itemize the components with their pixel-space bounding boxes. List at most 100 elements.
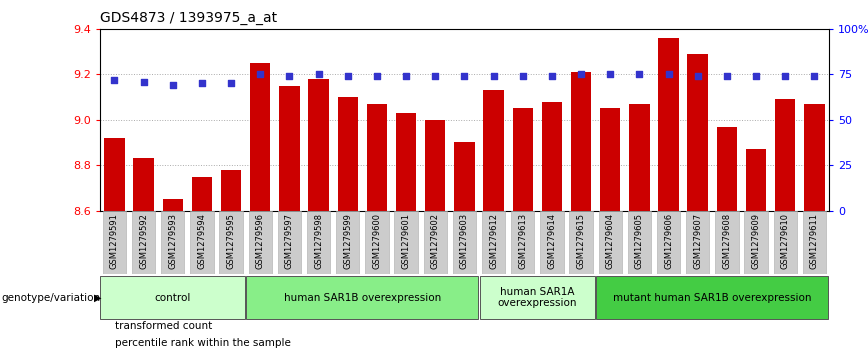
Text: GSM1279614: GSM1279614 xyxy=(548,213,556,269)
Bar xyxy=(542,102,562,211)
Bar xyxy=(365,211,389,274)
Text: GSM1279607: GSM1279607 xyxy=(694,213,702,269)
Text: percentile rank within the sample: percentile rank within the sample xyxy=(115,338,292,348)
Bar xyxy=(425,120,445,211)
Text: GSM1279599: GSM1279599 xyxy=(343,213,352,269)
Text: GSM1279602: GSM1279602 xyxy=(431,213,440,269)
Point xyxy=(487,73,501,79)
Bar xyxy=(102,211,126,274)
Bar xyxy=(717,127,737,211)
Point xyxy=(603,72,617,77)
Text: GSM1279613: GSM1279613 xyxy=(518,213,527,269)
Text: GDS4873 / 1393975_a_at: GDS4873 / 1393975_a_at xyxy=(100,11,277,25)
Text: GSM1279595: GSM1279595 xyxy=(227,213,235,269)
Text: human SAR1B overexpression: human SAR1B overexpression xyxy=(284,293,441,303)
Text: GSM1279608: GSM1279608 xyxy=(722,213,732,269)
Text: GSM1279615: GSM1279615 xyxy=(576,213,586,269)
Text: genotype/variation: genotype/variation xyxy=(2,293,101,303)
Bar xyxy=(803,211,826,274)
Point xyxy=(691,73,705,79)
Bar xyxy=(250,63,271,211)
Text: GSM1279598: GSM1279598 xyxy=(314,213,323,269)
Text: GSM1279611: GSM1279611 xyxy=(810,213,819,269)
Bar xyxy=(571,72,591,211)
Bar xyxy=(366,104,387,211)
Bar xyxy=(686,211,709,274)
Text: human SAR1A
overexpression: human SAR1A overexpression xyxy=(497,287,577,309)
Bar xyxy=(628,211,651,274)
Bar xyxy=(190,211,214,274)
Bar xyxy=(278,211,301,274)
Text: GSM1279591: GSM1279591 xyxy=(110,213,119,269)
Point xyxy=(661,72,675,77)
Bar xyxy=(338,97,358,211)
Point xyxy=(399,73,413,79)
Text: GSM1279605: GSM1279605 xyxy=(635,213,644,269)
Bar xyxy=(746,149,766,211)
Bar xyxy=(220,211,243,274)
Bar xyxy=(308,79,329,211)
Point xyxy=(166,82,180,88)
Text: GSM1279592: GSM1279592 xyxy=(139,213,148,269)
Point xyxy=(282,73,296,79)
Text: transformed count: transformed count xyxy=(115,321,213,331)
Point xyxy=(720,73,733,79)
Bar xyxy=(162,199,183,211)
Point xyxy=(457,73,471,79)
Bar xyxy=(101,277,245,319)
Point xyxy=(574,72,588,77)
Point xyxy=(749,73,763,79)
Text: GSM1279612: GSM1279612 xyxy=(489,213,498,269)
Bar xyxy=(482,211,505,274)
Point xyxy=(633,72,647,77)
Bar xyxy=(247,277,478,319)
Point xyxy=(341,73,355,79)
Bar xyxy=(134,158,154,211)
Bar xyxy=(569,211,593,274)
Bar xyxy=(629,104,649,211)
Text: GSM1279609: GSM1279609 xyxy=(752,213,760,269)
Bar xyxy=(132,211,155,274)
Text: GSM1279604: GSM1279604 xyxy=(606,213,615,269)
Point xyxy=(224,81,238,86)
Text: GSM1279596: GSM1279596 xyxy=(256,213,265,269)
Bar xyxy=(479,277,595,319)
Bar xyxy=(161,211,184,274)
Bar xyxy=(687,54,708,211)
Text: GSM1279610: GSM1279610 xyxy=(780,213,790,269)
Text: GSM1279593: GSM1279593 xyxy=(168,213,177,269)
Bar xyxy=(248,211,272,274)
Text: mutant human SAR1B overexpression: mutant human SAR1B overexpression xyxy=(613,293,812,303)
Text: GSM1279603: GSM1279603 xyxy=(460,213,469,269)
Bar xyxy=(658,38,679,211)
Bar xyxy=(511,211,535,274)
Text: GSM1279606: GSM1279606 xyxy=(664,213,673,269)
Bar xyxy=(307,211,330,274)
Bar xyxy=(773,211,797,274)
Bar xyxy=(599,211,621,274)
Point xyxy=(253,72,267,77)
Point xyxy=(545,73,559,79)
Point xyxy=(807,73,821,79)
Bar xyxy=(220,170,241,211)
Bar xyxy=(600,109,621,211)
Bar xyxy=(540,211,563,274)
Bar xyxy=(192,176,212,211)
Bar xyxy=(596,277,828,319)
Bar xyxy=(483,90,503,211)
Point xyxy=(428,73,442,79)
Text: GSM1279600: GSM1279600 xyxy=(372,213,381,269)
Bar xyxy=(336,211,359,274)
Bar xyxy=(453,211,476,274)
Text: ▶: ▶ xyxy=(94,293,102,303)
Point xyxy=(370,73,384,79)
Bar xyxy=(775,99,795,211)
Point xyxy=(779,73,792,79)
Point xyxy=(136,79,150,85)
Point xyxy=(312,72,326,77)
Bar xyxy=(745,211,767,274)
Bar xyxy=(396,113,417,211)
Bar xyxy=(279,86,299,211)
Bar xyxy=(104,138,125,211)
Text: GSM1279594: GSM1279594 xyxy=(197,213,207,269)
